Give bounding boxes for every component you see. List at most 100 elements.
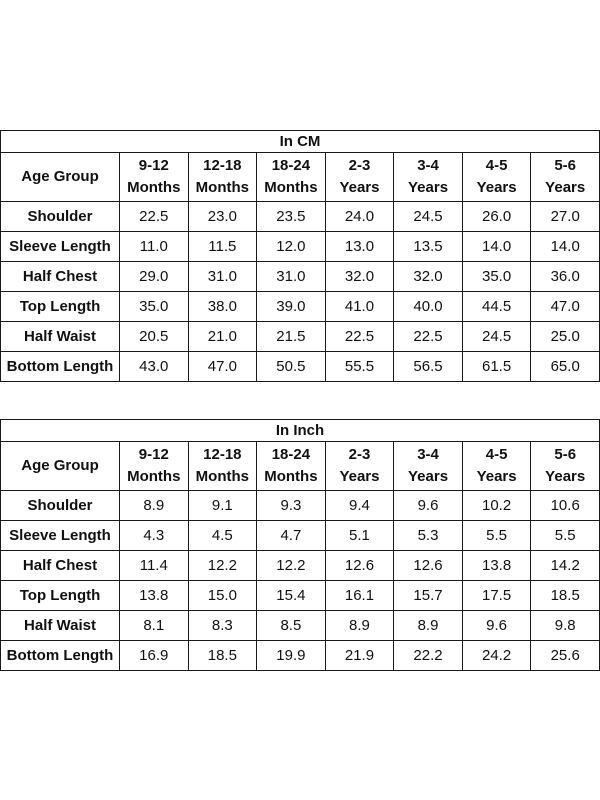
measurement-cell: 40.0 — [393, 291, 463, 322]
table-title: In Inch — [0, 419, 600, 442]
measurement-cell: 13.8 — [461, 550, 532, 581]
measurement-cell: 4.5 — [187, 520, 258, 551]
column-header-unit: Months — [264, 179, 318, 196]
measurement-cell: 20.5 — [119, 321, 189, 352]
measurement-cell: 27.0 — [530, 201, 600, 232]
column-header-range: 2-3 — [348, 446, 371, 463]
measurement-cell: 17.5 — [461, 580, 532, 611]
column-header: 18-24 Months — [256, 441, 326, 491]
column-header: 9-12 Months — [119, 441, 189, 491]
age-group-header: Age Group — [0, 152, 120, 202]
measurement-cell: 22.5 — [119, 201, 189, 232]
measurement-cell: 41.0 — [324, 291, 395, 322]
measurement-cell: 14.2 — [530, 550, 600, 581]
measurement-cell: 13.0 — [324, 231, 395, 262]
column-header: 9-12 Months — [119, 152, 189, 202]
column-header-range: 4-5 — [485, 446, 508, 463]
table-header-row: Age Group 9-12 Months 12-18 Months 18-24 Month… — [0, 441, 600, 491]
measurement-cell: 13.5 — [393, 231, 463, 262]
table-row: Sleeve Length 4.3 4.5 4.7 5.1 5.3 5.5 5.5 — [0, 520, 600, 551]
column-header-unit: Years — [545, 468, 586, 485]
row-label: Sleeve Length — [0, 520, 120, 551]
column-header-range: 2-3 — [348, 157, 371, 174]
row-label: Bottom Length — [0, 351, 120, 382]
table-row: Half Waist 20.5 21.0 21.5 22.5 22.5 24.5 25.0 — [0, 321, 600, 352]
measurement-cell: 43.0 — [119, 351, 189, 382]
column-header-range: 5-6 — [554, 157, 577, 174]
measurement-cell: 23.0 — [187, 201, 258, 232]
measurement-cell: 5.1 — [324, 520, 395, 551]
row-label: Half Chest — [0, 550, 120, 581]
column-header-unit: Years — [476, 468, 517, 485]
measurement-cell: 29.0 — [119, 261, 189, 292]
measurement-cell: 44.5 — [461, 291, 532, 322]
column-header: 5-6 Years — [530, 152, 600, 202]
measurement-cell: 31.0 — [256, 261, 326, 292]
column-header-range: 9-12 — [138, 446, 169, 463]
column-header-range: 3-4 — [417, 446, 439, 463]
table-row: Half Chest 29.0 31.0 31.0 32.0 32.0 35.0 36.0 — [0, 261, 600, 292]
column-header: 18-24 Months — [256, 152, 326, 202]
column-header: 5-6 Years — [530, 441, 600, 491]
measurement-cell: 18.5 — [530, 580, 600, 611]
measurement-cell: 38.0 — [187, 291, 258, 322]
measurement-cell: 24.5 — [393, 201, 463, 232]
column-header-unit: Years — [339, 179, 380, 196]
measurement-cell: 19.9 — [256, 640, 326, 671]
column-header-unit: Years — [476, 179, 517, 196]
column-header: 2-3 Years — [324, 441, 395, 491]
measurement-cell: 9.4 — [324, 490, 395, 521]
row-label: Half Waist — [0, 610, 120, 641]
table-row: Shoulder 22.5 23.0 23.5 24.0 24.5 26.0 27.0 — [0, 201, 600, 232]
table-row: Half Chest 11.4 12.2 12.2 12.6 12.6 13.8 14.2 — [0, 550, 600, 581]
measurement-cell: 21.9 — [324, 640, 395, 671]
measurement-cell: 12.2 — [187, 550, 258, 581]
measurement-cell: 9.3 — [256, 490, 326, 521]
size-table-inch: In Inch Age Group 9-12 Months 12-18 Months 18-… — [0, 419, 600, 671]
measurement-cell: 47.0 — [530, 291, 600, 322]
column-header-range: 12-18 — [203, 157, 242, 174]
measurement-cell: 11.5 — [187, 231, 258, 262]
measurement-cell: 26.0 — [461, 201, 532, 232]
measurement-cell: 10.2 — [461, 490, 532, 521]
measurement-cell: 8.3 — [187, 610, 258, 641]
column-header: 12-18 Months — [187, 441, 258, 491]
column-header-unit: Months — [195, 179, 249, 196]
column-header-range: 9-12 — [138, 157, 169, 174]
table-row: Bottom Length 43.0 47.0 50.5 55.5 56.5 61.5 65.… — [0, 351, 600, 382]
table-header-row: Age Group 9-12 Months 12-18 Months 18-24 Month… — [0, 152, 600, 202]
row-label: Half Chest — [0, 261, 120, 292]
table-row: Shoulder 8.9 9.1 9.3 9.4 9.6 10.2 10.6 — [0, 490, 600, 521]
measurement-cell: 24.5 — [461, 321, 532, 352]
measurement-cell: 11.4 — [119, 550, 189, 581]
column-header-unit: Years — [408, 179, 449, 196]
column-header-unit: Years — [339, 468, 380, 485]
column-header: 4-5 Years — [461, 152, 532, 202]
measurement-cell: 47.0 — [187, 351, 258, 382]
table-row: Top Length 13.8 15.0 15.4 16.1 15.7 17.5 18.5 — [0, 580, 600, 611]
row-label: Top Length — [0, 580, 120, 611]
column-header-range: 18-24 — [271, 157, 311, 174]
measurement-cell: 14.0 — [461, 231, 532, 262]
measurement-cell: 35.0 — [119, 291, 189, 322]
measurement-cell: 16.9 — [119, 640, 189, 671]
measurement-cell: 61.5 — [461, 351, 532, 382]
measurement-cell: 65.0 — [530, 351, 600, 382]
measurement-cell: 21.0 — [187, 321, 258, 352]
column-header-range: 12-18 — [203, 446, 242, 463]
measurement-cell: 4.3 — [119, 520, 189, 551]
measurement-cell: 22.2 — [393, 640, 463, 671]
measurement-cell: 12.6 — [393, 550, 463, 581]
measurement-cell: 22.5 — [324, 321, 395, 352]
measurement-cell: 15.0 — [187, 580, 258, 611]
measurement-cell: 24.2 — [461, 640, 532, 671]
measurement-cell: 4.7 — [256, 520, 326, 551]
column-header: 4-5 Years — [461, 441, 532, 491]
row-label: Bottom Length — [0, 640, 120, 671]
measurement-cell: 16.1 — [324, 580, 395, 611]
measurement-cell: 8.9 — [324, 610, 395, 641]
column-header-range: 4-5 — [485, 157, 508, 174]
measurement-cell: 12.0 — [256, 231, 326, 262]
measurement-cell: 10.6 — [530, 490, 600, 521]
measurement-cell: 23.5 — [256, 201, 326, 232]
